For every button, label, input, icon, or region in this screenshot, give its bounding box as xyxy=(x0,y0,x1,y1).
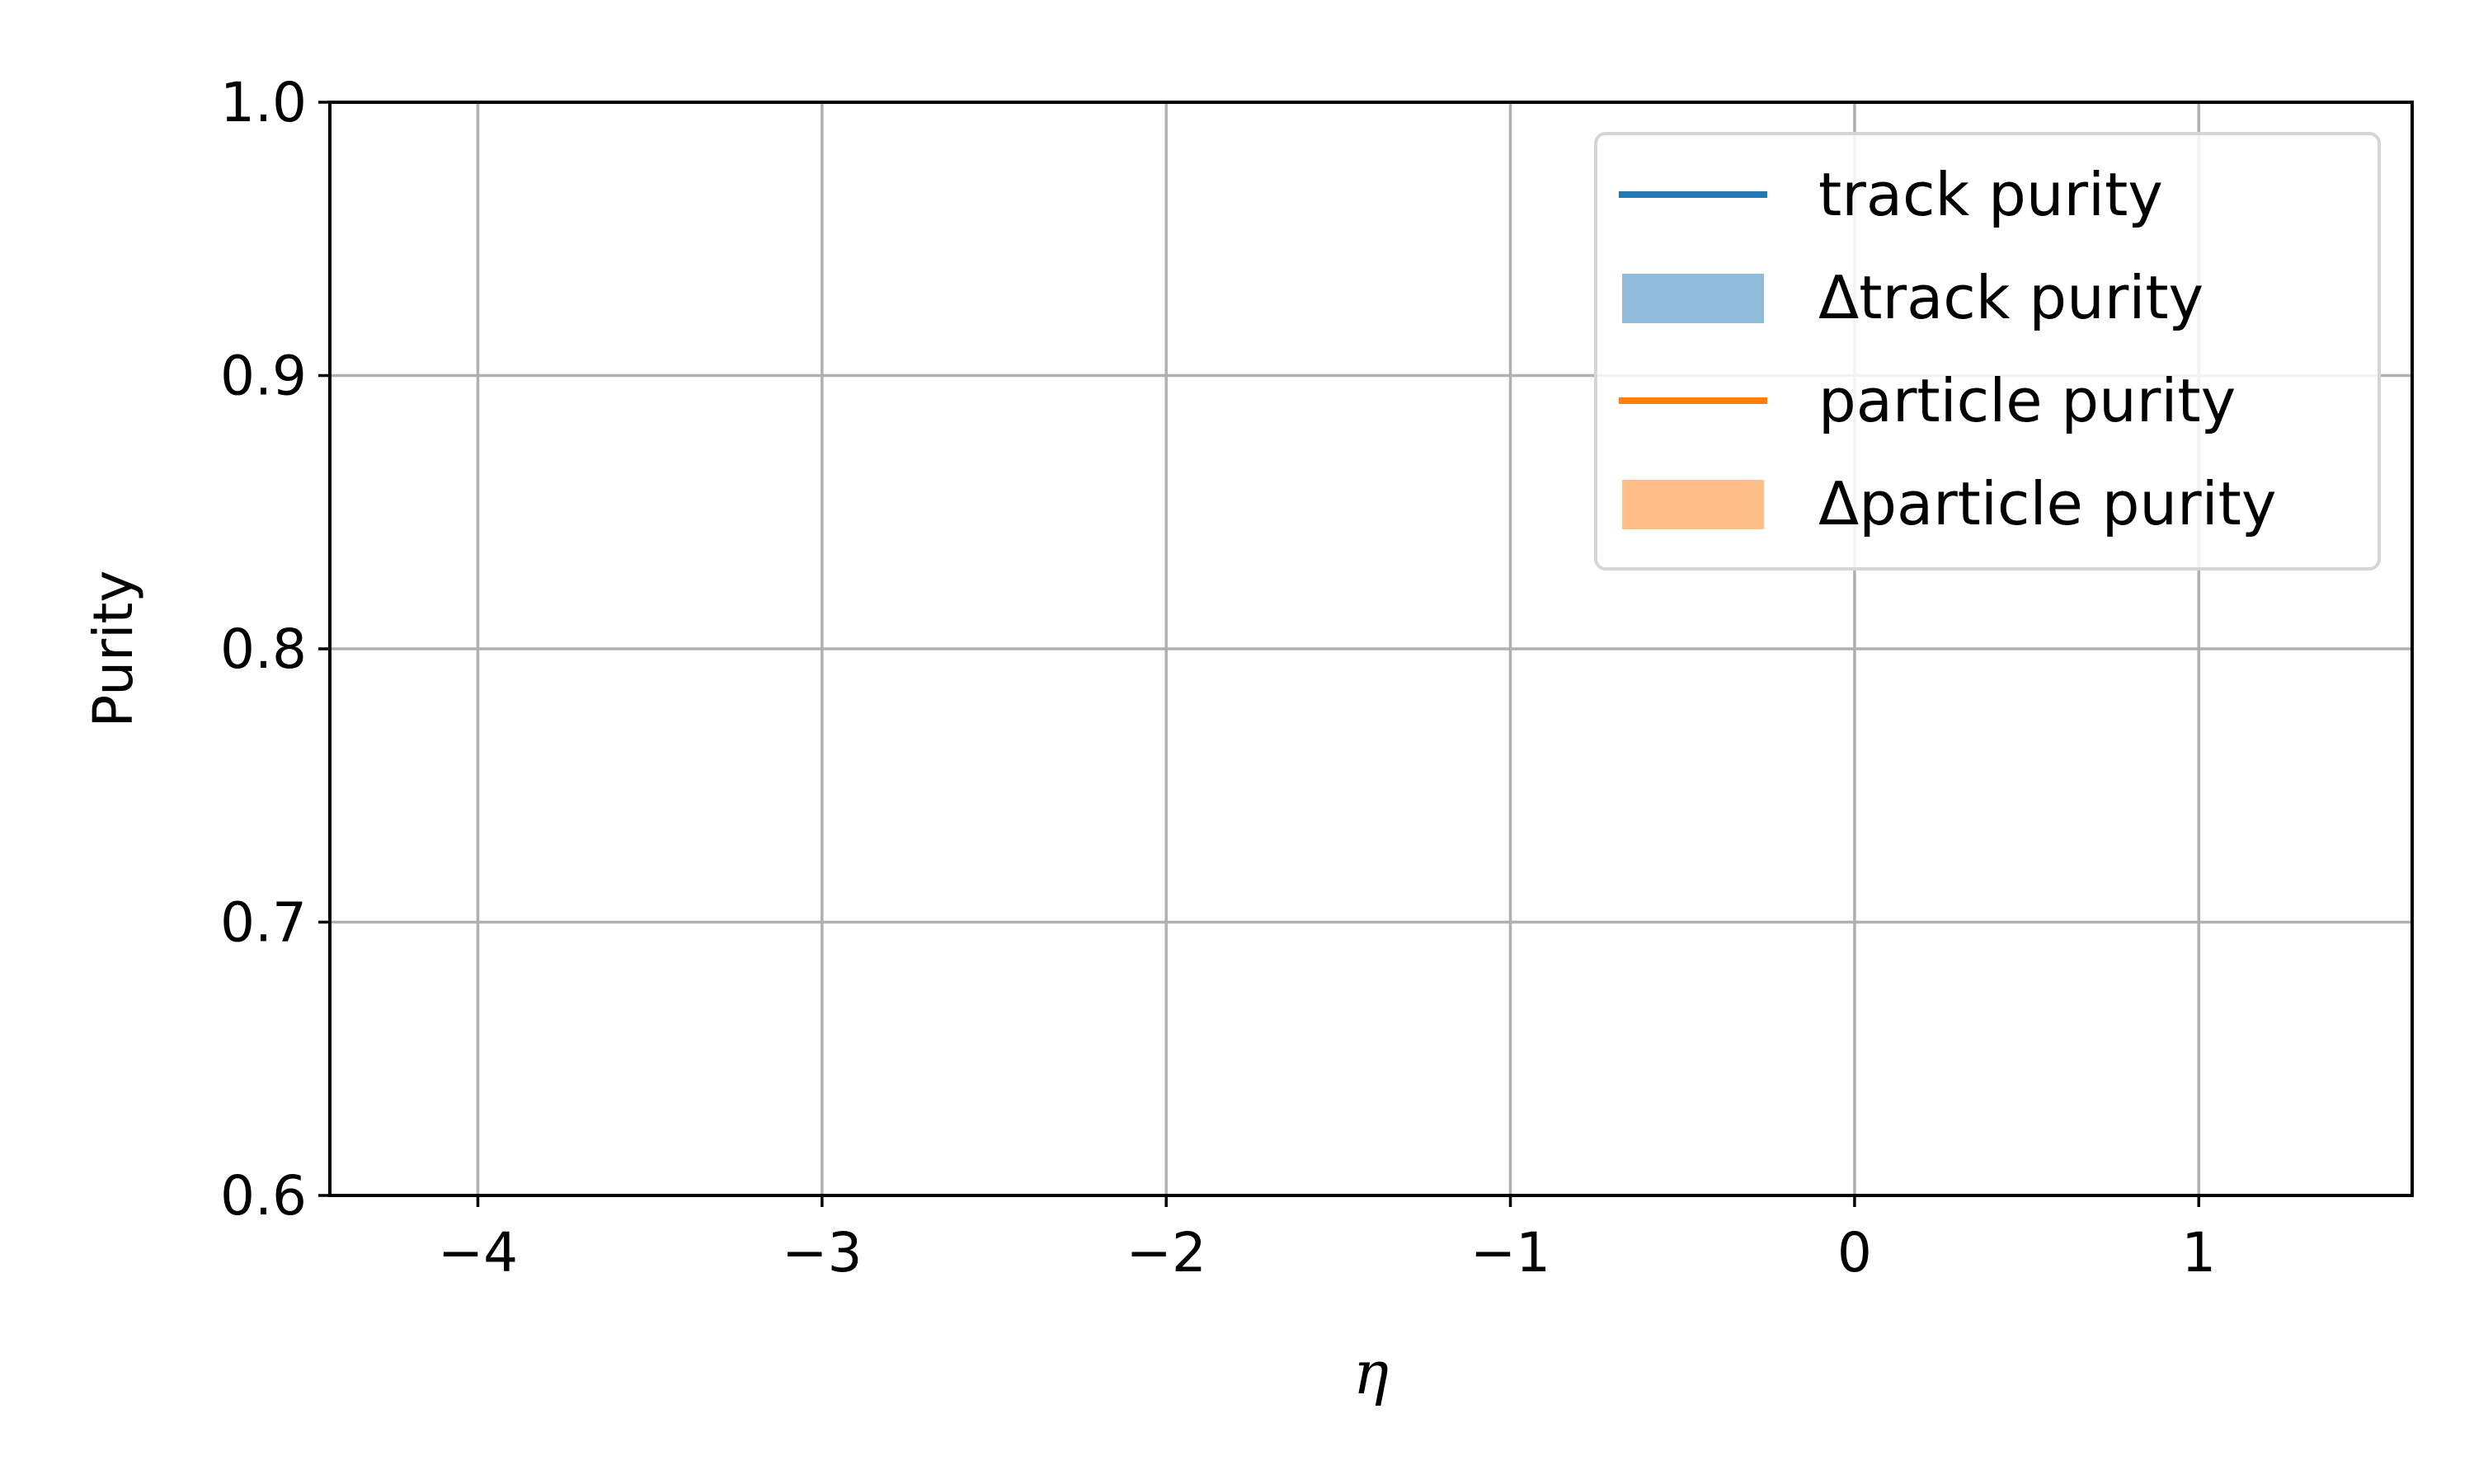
legend-band-swatch xyxy=(1622,480,1764,529)
y-tick-label: 0.6 xyxy=(220,1164,307,1228)
x-axis-ticks: −4 −3 −2 −1 0 1 xyxy=(438,1195,2216,1284)
x-tick-label: −1 xyxy=(1470,1221,1550,1284)
x-tick-label: 1 xyxy=(2181,1221,2216,1284)
legend-band-swatch xyxy=(1622,274,1764,323)
y-tick-label: 0.7 xyxy=(220,891,307,955)
legend-label: Δparticle purity xyxy=(1818,469,2276,538)
y-tick-label: 1.0 xyxy=(220,71,307,134)
y-axis-label: Purity xyxy=(82,571,145,728)
legend-label: track purity xyxy=(1818,160,2163,229)
legend-label: particle purity xyxy=(1818,366,2236,435)
legend-label: Δtrack purity xyxy=(1818,263,2204,332)
x-tick-label: −4 xyxy=(438,1221,518,1284)
x-tick-label: −3 xyxy=(782,1221,862,1284)
y-tick-label: 0.9 xyxy=(220,345,307,408)
legend: track purity Δtrack purity particle purity… xyxy=(1594,132,2381,571)
legend-box xyxy=(1594,132,2381,571)
x-axis-label: η xyxy=(1353,1338,1389,1407)
y-tick-label: 0.8 xyxy=(220,618,307,681)
y-axis-ticks: 0.6 0.7 0.8 0.9 1.0 xyxy=(220,71,330,1228)
x-tick-label: 0 xyxy=(1837,1221,1872,1284)
x-tick-label: −2 xyxy=(1126,1221,1206,1284)
